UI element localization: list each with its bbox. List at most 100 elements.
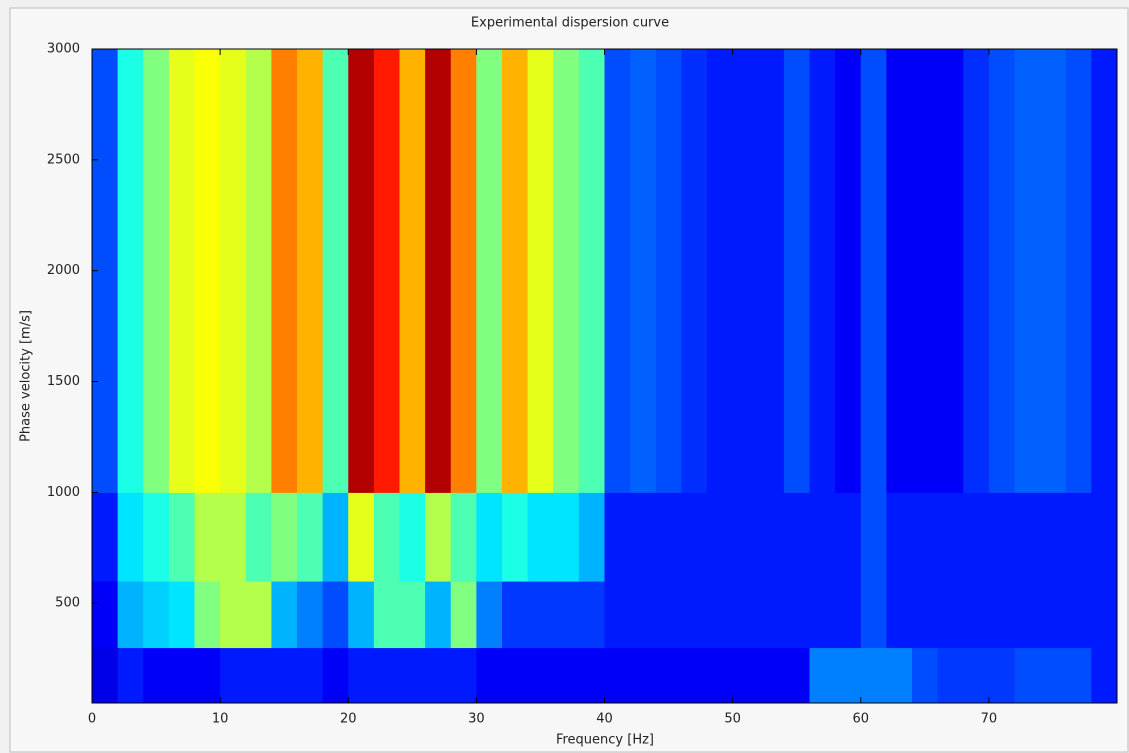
heat-cell bbox=[707, 647, 734, 704]
heat-cell bbox=[297, 492, 324, 582]
heat-cell bbox=[988, 581, 1015, 649]
heat-cell bbox=[271, 581, 298, 649]
heat-cell bbox=[553, 647, 580, 704]
heat-cell bbox=[963, 581, 990, 649]
heat-cell bbox=[912, 492, 939, 582]
heat-cell bbox=[1065, 492, 1092, 582]
heat-cell bbox=[476, 492, 503, 582]
heat-cell bbox=[835, 49, 862, 493]
heat-cell bbox=[399, 647, 426, 704]
heat-cell bbox=[527, 49, 554, 493]
x-tick-label: 20 bbox=[340, 712, 357, 727]
heat-cell bbox=[732, 492, 759, 582]
heat-cell bbox=[860, 581, 887, 649]
heat-cell bbox=[450, 581, 477, 649]
heat-cell bbox=[194, 581, 221, 649]
heat-cell bbox=[92, 581, 119, 649]
heat-cell bbox=[578, 647, 605, 704]
heat-cell bbox=[373, 647, 400, 704]
heat-cell bbox=[373, 49, 400, 493]
heat-cell bbox=[297, 49, 324, 493]
heat-cell bbox=[348, 581, 375, 649]
heat-cell bbox=[912, 581, 939, 649]
heat-cell bbox=[809, 647, 836, 704]
heat-cell bbox=[168, 49, 195, 493]
heat-cell bbox=[1040, 581, 1067, 649]
heat-cell bbox=[1065, 581, 1092, 649]
heat-cell bbox=[604, 492, 631, 582]
heat-cell bbox=[117, 581, 144, 649]
heat-cell bbox=[630, 581, 657, 649]
heat-cell bbox=[707, 492, 734, 582]
x-axis-label: Frequency [Hz] bbox=[556, 733, 654, 748]
x-tick-label: 40 bbox=[596, 712, 613, 727]
heat-cell bbox=[553, 581, 580, 649]
heat-cell bbox=[117, 647, 144, 704]
heat-cell bbox=[143, 49, 170, 493]
heat-cell bbox=[1091, 581, 1118, 649]
heat-cell bbox=[758, 49, 785, 493]
heat-cell bbox=[912, 647, 939, 704]
heat-cell bbox=[988, 647, 1015, 704]
heat-cell bbox=[92, 647, 119, 704]
heat-cell bbox=[373, 581, 400, 649]
heat-cell bbox=[527, 492, 554, 582]
heat-cell bbox=[194, 49, 221, 493]
heat-cell bbox=[707, 49, 734, 493]
heat-cell bbox=[809, 581, 836, 649]
heat-cell bbox=[988, 492, 1015, 582]
y-axis-label: Phase velocity [m/s] bbox=[19, 310, 34, 442]
heat-cell bbox=[963, 492, 990, 582]
heat-cell bbox=[143, 492, 170, 582]
heat-cell bbox=[655, 49, 682, 493]
heat-cell bbox=[322, 49, 349, 493]
y-tick-label: 3000 bbox=[47, 42, 80, 57]
heat-cell bbox=[143, 647, 170, 704]
heat-cell bbox=[937, 647, 964, 704]
heat-cell bbox=[886, 492, 913, 582]
heat-cell bbox=[1091, 49, 1118, 493]
heat-cell bbox=[860, 492, 887, 582]
heat-cell bbox=[297, 581, 324, 649]
heat-cell bbox=[168, 647, 195, 704]
heat-cell bbox=[809, 49, 836, 493]
heat-cell bbox=[425, 492, 452, 582]
heat-cell bbox=[117, 49, 144, 493]
heat-cell bbox=[1065, 647, 1092, 704]
heat-cell bbox=[988, 49, 1015, 493]
heat-cell bbox=[168, 492, 195, 582]
heat-cell bbox=[707, 581, 734, 649]
heat-cell bbox=[1040, 492, 1067, 582]
heat-cell bbox=[245, 49, 272, 493]
heat-cell bbox=[860, 49, 887, 493]
x-tick-label: 10 bbox=[212, 712, 229, 727]
heat-cell bbox=[732, 49, 759, 493]
heat-cell bbox=[783, 492, 810, 582]
heat-cell bbox=[476, 581, 503, 649]
plot-area bbox=[92, 49, 1118, 704]
heat-cell bbox=[578, 581, 605, 649]
heat-cell bbox=[732, 647, 759, 704]
heat-cell bbox=[425, 49, 452, 493]
heat-cell bbox=[1014, 49, 1041, 493]
y-tick-label: 1000 bbox=[47, 485, 80, 500]
heat-cell bbox=[502, 647, 529, 704]
heat-cell bbox=[732, 581, 759, 649]
heat-cell bbox=[1040, 49, 1067, 493]
heat-cell bbox=[604, 647, 631, 704]
heat-cell bbox=[1065, 49, 1092, 493]
heat-cell bbox=[143, 581, 170, 649]
x-tick-label: 0 bbox=[88, 712, 96, 727]
heat-cell bbox=[348, 492, 375, 582]
heat-cell bbox=[604, 49, 631, 493]
y-tick-label: 500 bbox=[55, 596, 80, 611]
heat-cell bbox=[348, 49, 375, 493]
heat-cell bbox=[578, 49, 605, 493]
heat-cell bbox=[450, 49, 477, 493]
heat-cell bbox=[322, 647, 349, 704]
heat-cell bbox=[194, 492, 221, 582]
heat-cell bbox=[758, 492, 785, 582]
heat-cell bbox=[835, 647, 862, 704]
heat-cell bbox=[245, 581, 272, 649]
heat-cell bbox=[322, 581, 349, 649]
